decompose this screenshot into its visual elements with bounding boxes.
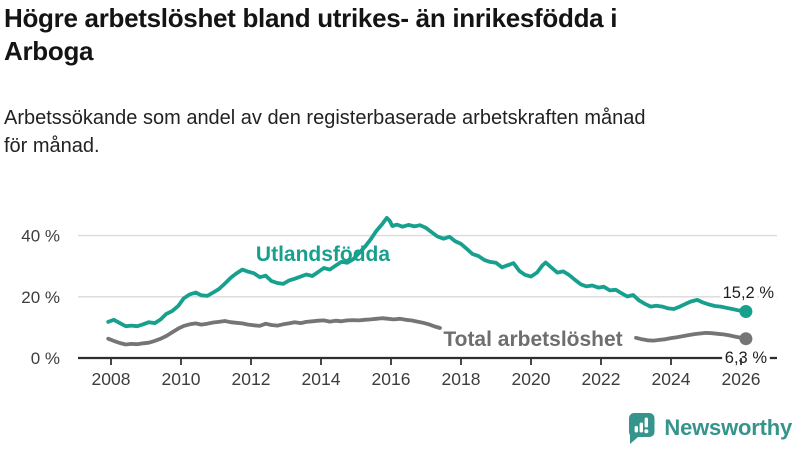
y-tick-label: 0 % bbox=[31, 349, 60, 368]
x-tick-label: 2020 bbox=[512, 369, 551, 389]
newsworthy-wordmark: Newsworthy bbox=[664, 415, 792, 440]
x-tick-label: 2016 bbox=[372, 369, 411, 389]
end-value-label-1: 6,3 % bbox=[725, 349, 768, 367]
x-tick-label: 2024 bbox=[652, 369, 691, 389]
series-line-1 bbox=[634, 331, 748, 343]
series-label-1: Total arbetslöshet bbox=[443, 328, 622, 351]
series-end-dot-0 bbox=[739, 305, 753, 318]
newsworthy-icon bbox=[629, 413, 655, 444]
series-end-dot-1 bbox=[739, 332, 753, 346]
x-tick-label: 2010 bbox=[162, 369, 201, 389]
series-line-1 bbox=[106, 316, 442, 347]
newsworthy-logo[interactable]: Newsworthy bbox=[628, 412, 792, 444]
end-value-label-0: 15,2 % bbox=[723, 284, 775, 302]
series-line-0 bbox=[106, 216, 748, 329]
y-tick-label: 20 % bbox=[21, 288, 60, 307]
x-tick-label: 2012 bbox=[232, 369, 271, 389]
y-tick-label: 40 % bbox=[21, 227, 60, 246]
x-tick-label: 2022 bbox=[582, 369, 621, 389]
x-tick-label: 2018 bbox=[442, 369, 481, 389]
series-label-0: Utlandsfödda bbox=[256, 243, 390, 266]
x-tick-label: 2026 bbox=[722, 369, 761, 389]
subtitle: Arbetssökande som andel av den registerb… bbox=[4, 107, 646, 157]
headline: Högre arbetslöshet bland utrikes- än inr… bbox=[4, 3, 618, 66]
x-tick-label: 2008 bbox=[92, 369, 131, 389]
x-tick-label: 2014 bbox=[302, 369, 341, 389]
